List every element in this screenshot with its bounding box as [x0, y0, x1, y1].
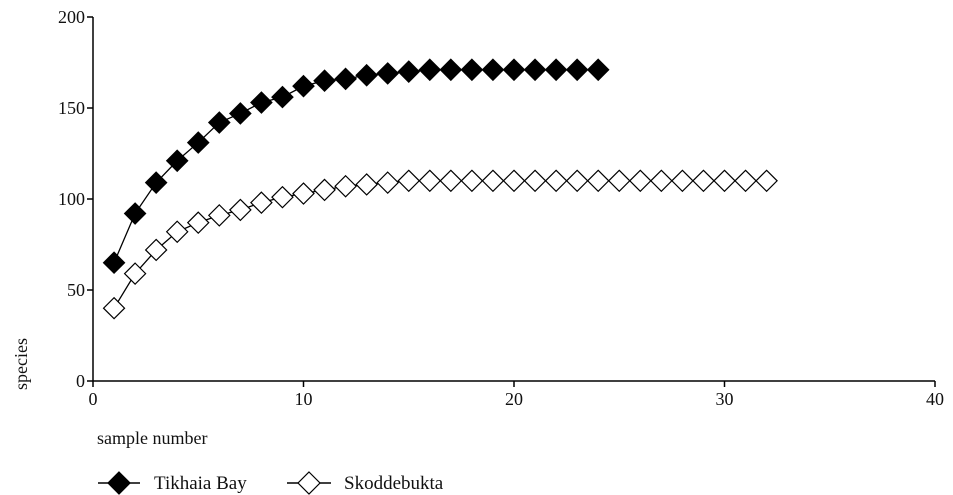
data-point-tikhaia-bay: [207, 111, 231, 134]
data-point-skoddebukta: [250, 191, 273, 214]
data-point-skoddebukta: [418, 169, 442, 193]
series-skoddebukta: [102, 169, 778, 320]
data-point-skoddebukta: [186, 211, 210, 235]
data-point-tikhaia-bay: [376, 62, 400, 85]
data-point-tikhaia-bay: [481, 58, 505, 82]
data-point-skoddebukta: [313, 178, 336, 202]
y-tick-label: 0: [76, 371, 85, 391]
data-point-skoddebukta: [586, 169, 610, 193]
data-point-skoddebukta: [460, 169, 484, 193]
data-point-skoddebukta: [229, 198, 252, 222]
data-point-skoddebukta: [102, 296, 126, 320]
data-point-tikhaia-bay: [334, 67, 357, 91]
data-point-skoddebukta: [523, 169, 547, 193]
x-axis-title: sample number: [97, 428, 207, 448]
y-tick-label: 200: [58, 7, 85, 27]
data-point-tikhaia-bay: [502, 58, 526, 82]
series-line-skoddebukta: [113, 180, 767, 309]
data-point-skoddebukta: [271, 185, 294, 209]
y-tick-label: 50: [67, 280, 85, 300]
data-point-tikhaia-bay: [397, 60, 421, 83]
y-tick-label: 100: [58, 189, 85, 209]
data-point-skoddebukta: [607, 169, 631, 193]
data-point-skoddebukta: [565, 169, 589, 193]
data-point-skoddebukta: [439, 169, 463, 193]
data-point-skoddebukta: [692, 169, 715, 193]
legend-item-tikhaia: Tikhaia Bay: [98, 471, 247, 495]
data-point-skoddebukta: [292, 182, 315, 205]
legend-item-skoddebukta: Skoddebukta: [287, 471, 444, 495]
legend-open-diamond-icon: [297, 471, 321, 495]
data-point-skoddebukta: [207, 204, 231, 227]
x-tick-label: 10: [295, 389, 313, 409]
data-point-tikhaia-bay: [292, 74, 315, 98]
data-point-skoddebukta: [481, 169, 505, 193]
x-tick-label: 40: [926, 389, 944, 409]
data-point-skoddebukta: [734, 169, 757, 193]
data-point-tikhaia-bay: [460, 58, 484, 82]
legend: Tikhaia Bay Skoddebukta: [98, 471, 444, 495]
data-point-skoddebukta: [376, 171, 400, 194]
x-tick-label: 20: [505, 389, 523, 409]
data-point-skoddebukta: [713, 169, 736, 193]
data-point-tikhaia-bay: [565, 58, 589, 82]
x-tick-label: 30: [716, 389, 734, 409]
series-layer: [102, 58, 778, 320]
y-tick-label: 150: [58, 98, 85, 118]
data-point-skoddebukta: [355, 173, 378, 196]
legend-filled-diamond-icon: [107, 471, 131, 495]
data-point-tikhaia-bay: [186, 131, 210, 154]
data-point-skoddebukta: [397, 169, 421, 193]
data-point-tikhaia-bay: [523, 58, 547, 82]
data-point-skoddebukta: [165, 220, 189, 244]
data-point-skoddebukta: [123, 262, 147, 285]
data-point-tikhaia-bay: [229, 102, 252, 125]
data-point-tikhaia-bay: [144, 171, 168, 194]
data-point-skoddebukta: [671, 169, 694, 193]
data-point-tikhaia-bay: [439, 58, 463, 82]
data-point-skoddebukta: [502, 169, 526, 193]
data-point-tikhaia-bay: [355, 63, 378, 87]
data-point-tikhaia-bay: [271, 85, 294, 109]
ticks: 0 10 20 30 40 0 50 100 150 200: [58, 7, 944, 409]
legend-label-tikhaia: Tikhaia Bay: [154, 473, 247, 494]
data-point-skoddebukta: [544, 169, 568, 193]
data-point-tikhaia-bay: [123, 202, 147, 225]
data-point-tikhaia-bay: [544, 58, 568, 82]
data-point-skoddebukta: [334, 174, 357, 198]
data-point-skoddebukta: [755, 169, 778, 193]
data-point-tikhaia-bay: [102, 251, 126, 275]
data-point-skoddebukta: [144, 238, 168, 262]
data-point-tikhaia-bay: [313, 69, 336, 93]
data-point-tikhaia-bay: [586, 58, 610, 82]
series-tikhaia-bay: [102, 58, 610, 275]
data-point-skoddebukta: [650, 169, 673, 193]
y-axis-title: species: [11, 338, 31, 390]
legend-label-skoddebukta: Skoddebukta: [344, 473, 444, 494]
data-point-skoddebukta: [628, 169, 652, 193]
data-point-tikhaia-bay: [250, 91, 273, 114]
series-line-tikhaia-bay: [113, 69, 599, 263]
x-tick-label: 0: [89, 389, 98, 409]
data-point-tikhaia-bay: [418, 58, 442, 82]
data-point-tikhaia-bay: [165, 149, 189, 173]
